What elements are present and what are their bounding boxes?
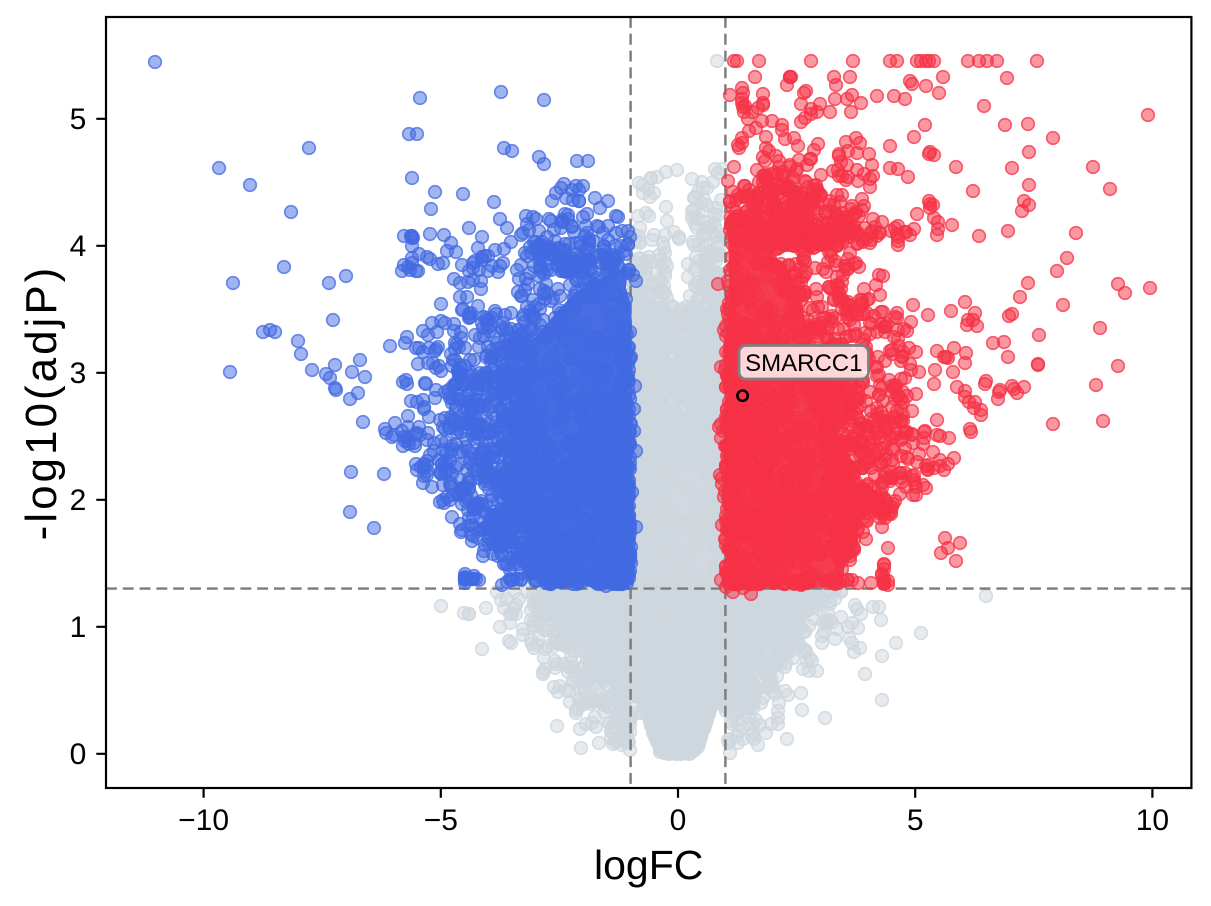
svg-text:−5: −5: [424, 804, 458, 837]
svg-text:-log10(adjP): -log10(adjP): [17, 265, 66, 541]
svg-text:10: 10: [1136, 804, 1169, 837]
svg-text:0: 0: [670, 804, 687, 837]
svg-text:logFC: logFC: [594, 842, 703, 888]
svg-text:3: 3: [70, 357, 87, 390]
svg-text:5: 5: [907, 804, 924, 837]
svg-text:5: 5: [70, 103, 87, 136]
svg-text:1: 1: [70, 611, 87, 644]
svg-text:2: 2: [70, 484, 87, 517]
svg-text:SMARCC1: SMARCC1: [745, 350, 862, 377]
svg-text:−10: −10: [178, 804, 229, 837]
svg-text:0: 0: [70, 738, 87, 771]
svg-text:4: 4: [70, 230, 87, 263]
